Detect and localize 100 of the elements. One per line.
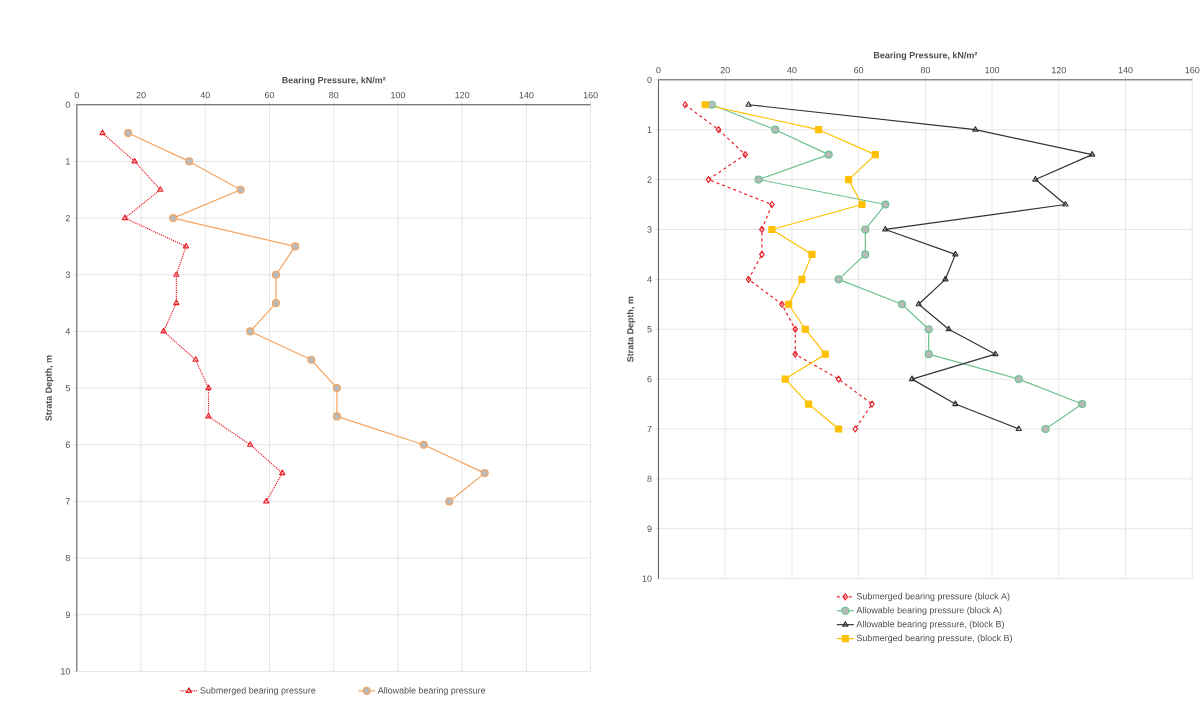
point [972, 125, 979, 132]
point [861, 225, 870, 234]
y-tick-label: 1 [647, 126, 652, 133]
x-tick-label: 100 [985, 66, 1000, 74]
x-tick-label: 160 [583, 91, 598, 99]
point [160, 327, 167, 334]
point [858, 200, 866, 208]
point [332, 383, 342, 393]
point [845, 175, 853, 184]
y-tick-label: 7 [647, 425, 652, 432]
x-tick-label: 120 [455, 91, 470, 99]
legend-label: Allowable bearing pressure, (block B) [856, 620, 1004, 629]
point [271, 298, 280, 308]
x-tick-label: 140 [519, 91, 534, 99]
point [798, 275, 806, 283]
point [182, 242, 190, 249]
point [792, 325, 799, 333]
point [759, 250, 765, 258]
point [169, 213, 178, 223]
point [173, 271, 180, 277]
x-tick-label: 0 [656, 66, 661, 74]
point [768, 225, 776, 233]
point [821, 350, 829, 358]
point [745, 275, 752, 283]
point [1014, 374, 1023, 384]
point [121, 214, 129, 221]
point [781, 375, 789, 383]
y-tick-label: 7 [65, 498, 70, 505]
y-tick-label: 9 [65, 611, 70, 618]
y-tick-label: 8 [647, 475, 652, 482]
legend-label: Allowable bearing pressure [377, 686, 486, 696]
point [942, 275, 949, 282]
point [824, 150, 833, 159]
point [271, 270, 280, 279]
point [908, 375, 916, 382]
point [915, 300, 922, 307]
point [1088, 150, 1096, 157]
y-tick-label: 5 [647, 325, 652, 333]
point [1041, 424, 1050, 433]
point [1078, 399, 1087, 408]
x-axis-title: Bearing Pressure, kN/m² [282, 76, 386, 85]
point [205, 412, 212, 419]
point [815, 125, 823, 134]
y-tick-label: 0 [647, 76, 652, 83]
point [246, 327, 255, 336]
point [263, 497, 270, 504]
point [99, 129, 106, 136]
point [861, 250, 870, 259]
point [869, 400, 875, 408]
point [769, 200, 775, 208]
point [124, 128, 133, 138]
point [701, 101, 709, 109]
x-tick-label: 20 [720, 66, 730, 74]
point [480, 468, 489, 478]
point [897, 300, 907, 309]
x-tick-label: 0 [74, 91, 79, 99]
point [705, 175, 712, 184]
point [157, 186, 164, 192]
point [236, 185, 245, 194]
point [805, 400, 813, 408]
point [952, 250, 959, 257]
x-tick-label: 120 [1052, 66, 1066, 74]
point [779, 300, 785, 308]
x-tick-label: 160 [1185, 66, 1200, 74]
y-tick-label: 10 [642, 575, 652, 582]
point [881, 200, 890, 209]
y-tick-label: 10 [61, 668, 70, 675]
point [247, 441, 254, 447]
point [792, 350, 799, 358]
x-tick-label: 100 [391, 91, 406, 99]
point [834, 275, 843, 284]
x-tick-label: 60 [854, 66, 864, 74]
point [808, 250, 816, 258]
x-tick-label: 80 [329, 91, 339, 99]
y-tick-label: 3 [647, 226, 652, 233]
point [801, 325, 809, 333]
point [131, 157, 138, 164]
point [835, 425, 843, 433]
point [771, 125, 780, 134]
y-tick-label: 0 [65, 101, 70, 108]
point [835, 375, 842, 383]
point [754, 175, 763, 184]
y-tick-label: 6 [65, 441, 70, 448]
point [192, 356, 199, 362]
point [882, 225, 889, 232]
point [419, 440, 428, 449]
point [332, 412, 342, 421]
x-tick-label: 60 [264, 91, 275, 99]
legend-label: Allowable bearing pressure (block A) [856, 606, 1002, 615]
point [924, 349, 933, 359]
point [185, 157, 194, 166]
y-tick-label: 4 [647, 276, 652, 283]
point [952, 400, 959, 406]
x-tick-label: 20 [136, 91, 146, 99]
point [205, 384, 212, 391]
point [924, 325, 933, 334]
y-tick-label: 2 [647, 176, 652, 183]
x-tick-label: 140 [1118, 66, 1133, 74]
point [759, 225, 765, 233]
point [945, 325, 952, 332]
